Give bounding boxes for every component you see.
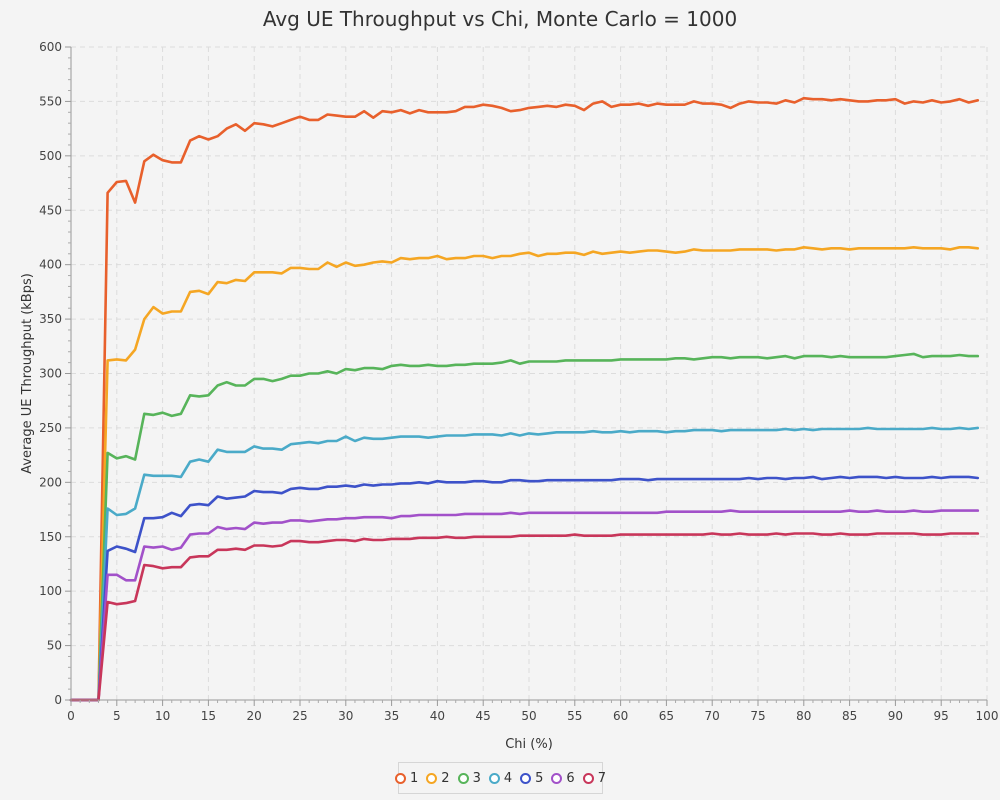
x-tick-label: 85 bbox=[842, 709, 857, 723]
y-tick-label: 200 bbox=[39, 475, 62, 489]
legend-item-5[interactable]: 5 bbox=[520, 771, 543, 786]
legend-marker-icon bbox=[582, 772, 594, 784]
y-tick-label: 600 bbox=[39, 40, 62, 54]
series-layer bbox=[69, 96, 980, 702]
y-tick-label: 500 bbox=[39, 149, 62, 163]
x-tick-label: 50 bbox=[521, 709, 536, 723]
grid bbox=[71, 46, 988, 700]
x-tick-label: 55 bbox=[567, 709, 582, 723]
legend-label: 4 bbox=[503, 770, 513, 786]
axes: 0 50 100 150 200 250 300 350 400 450 500 550 600 0 5 10… bbox=[39, 40, 998, 723]
series-line-5 bbox=[69, 475, 980, 702]
y-tick-label: 0 bbox=[54, 693, 62, 707]
x-tick-label: 35 bbox=[384, 709, 399, 723]
x-tick-label: 25 bbox=[292, 709, 307, 723]
series-line-4 bbox=[69, 426, 980, 702]
x-tick-label: 100 bbox=[976, 709, 999, 723]
x-tick-label: 15 bbox=[201, 709, 216, 723]
x-tick-label: 80 bbox=[796, 709, 811, 723]
x-tick-label: 90 bbox=[888, 709, 903, 723]
legend-item-7[interactable]: 7 bbox=[582, 770, 606, 786]
legend-marker-icon bbox=[488, 772, 500, 784]
y-tick-label: 350 bbox=[39, 312, 62, 326]
y-tick-label: 150 bbox=[39, 530, 62, 544]
y-tick-label: 250 bbox=[39, 421, 62, 435]
x-tick-label: 5 bbox=[113, 709, 121, 723]
x-axis-title: Chi (%) bbox=[505, 737, 553, 752]
legend-label: 5 bbox=[535, 770, 544, 786]
legend-item-4[interactable]: 4 bbox=[488, 770, 513, 786]
y-tick-label: 400 bbox=[39, 258, 62, 272]
legend-item-3[interactable]: 3 bbox=[457, 770, 481, 786]
x-tick-label: 10 bbox=[155, 709, 170, 723]
series-line-1 bbox=[69, 96, 980, 702]
legend-marker-icon bbox=[426, 772, 438, 784]
series-line-7 bbox=[69, 532, 980, 702]
series-line-3 bbox=[69, 352, 980, 702]
legend-marker-icon bbox=[395, 772, 407, 784]
x-tick-label: 0 bbox=[67, 709, 75, 723]
x-tick-label: 60 bbox=[613, 709, 628, 723]
x-tick-label: 45 bbox=[476, 709, 491, 723]
legend-item-6[interactable]: 6 bbox=[551, 770, 575, 786]
legend-label: 7 bbox=[597, 770, 606, 786]
legend-item-1[interactable]: 1 bbox=[395, 771, 418, 786]
legend-label: 1 bbox=[410, 770, 419, 786]
y-tick-label: 300 bbox=[39, 367, 62, 381]
legend-marker-icon bbox=[520, 772, 532, 784]
legend-label: 6 bbox=[566, 770, 575, 786]
x-tick-label: 40 bbox=[430, 709, 445, 723]
series-line-6 bbox=[69, 509, 980, 702]
y-tick-label: 50 bbox=[47, 639, 62, 653]
y-tick-label: 550 bbox=[39, 94, 62, 108]
x-tick-label: 95 bbox=[934, 709, 949, 723]
chart-title: Avg UE Throughput vs Chi, Monte Carlo = … bbox=[262, 7, 738, 31]
x-tick-label: 75 bbox=[750, 709, 765, 723]
series-line-2 bbox=[69, 246, 980, 702]
legend: 1 2 3 4 5 6 7 bbox=[395, 762, 606, 794]
x-tick-label: 65 bbox=[659, 709, 674, 723]
x-tick-label: 30 bbox=[338, 709, 353, 723]
y-tick-label: 100 bbox=[39, 584, 62, 598]
legend-item-2[interactable]: 2 bbox=[426, 770, 450, 786]
y-tick-label: 450 bbox=[39, 203, 62, 217]
legend-label: 2 bbox=[441, 770, 450, 786]
x-tick-label: 70 bbox=[705, 709, 720, 723]
legend-marker-icon bbox=[457, 772, 469, 784]
x-tick-label: 20 bbox=[247, 709, 262, 723]
y-axis-title: Average UE Throughput (kBps) bbox=[20, 273, 35, 474]
legend-marker-icon bbox=[551, 772, 563, 784]
legend-label: 3 bbox=[472, 770, 481, 786]
